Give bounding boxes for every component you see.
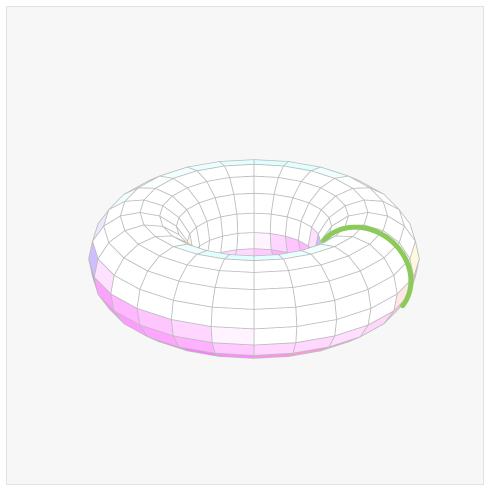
torus-facet xyxy=(214,270,255,291)
torus-facet xyxy=(253,192,275,215)
torus-facet xyxy=(253,270,294,291)
torus-facet xyxy=(253,287,297,310)
torus-facet xyxy=(220,213,239,237)
torus-facet xyxy=(210,326,255,346)
torus-facet xyxy=(210,306,255,330)
torus-facet xyxy=(218,258,255,273)
torus-facet xyxy=(253,306,298,330)
torus-plot xyxy=(88,159,420,359)
torus-facet xyxy=(253,232,272,251)
torus-facet xyxy=(269,213,288,237)
highlight-ring xyxy=(321,224,414,284)
torus-facet xyxy=(211,287,255,310)
highlight-ring xyxy=(400,278,414,309)
torus-facet xyxy=(236,212,255,234)
torus-facet xyxy=(253,212,272,234)
torus-facet xyxy=(233,192,255,215)
plot-frame xyxy=(6,6,484,485)
torus-facet xyxy=(253,258,290,273)
torus-facet xyxy=(236,232,255,251)
torus-facet xyxy=(253,326,298,346)
